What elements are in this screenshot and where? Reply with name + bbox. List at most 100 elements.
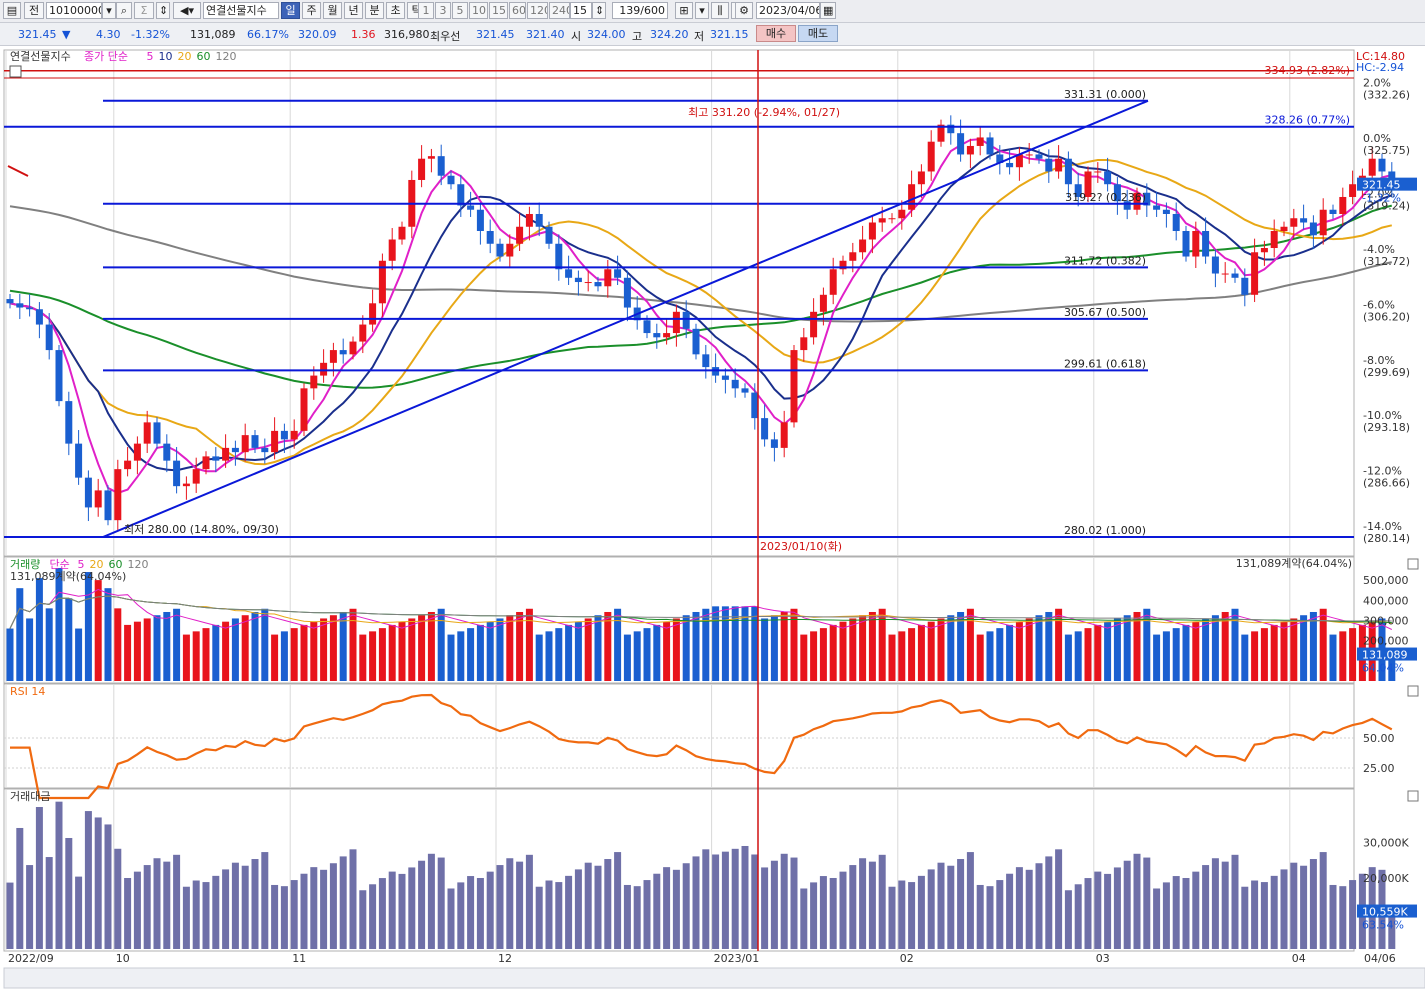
interval-button-10[interactable]: 10 <box>469 2 488 19</box>
interval-button-240[interactable]: 240 <box>549 2 570 19</box>
price-axis-pct: 0.0% <box>1363 132 1391 145</box>
down-arrow-icon: ▼ <box>62 28 71 41</box>
crosshair-date: 2023/01/10(화) <box>760 540 842 553</box>
date-field[interactable]: 2023/04/06 <box>756 2 820 19</box>
x-axis-label: 03 <box>1096 952 1110 965</box>
candle <box>261 438 269 464</box>
spin-icon[interactable]: ⇕ <box>156 2 170 19</box>
candle <box>702 344 710 379</box>
volume-bar <box>486 621 494 681</box>
interval-input[interactable]: 15 <box>570 2 592 19</box>
candle <box>418 145 426 188</box>
buy-button[interactable]: 매수 <box>756 25 796 42</box>
volume-legend-type: 단순 <box>50 558 70 571</box>
code-prefix-button[interactable]: 전 <box>24 2 44 19</box>
volume-current-right: 131,089계약(64.04%) <box>1236 556 1352 570</box>
amount-legend: 거래대금 <box>10 790 50 803</box>
grid-tool-icon[interactable]: ⊞ <box>675 2 693 19</box>
panel-expand-icon[interactable] <box>1407 790 1419 802</box>
volume-bar <box>418 615 426 681</box>
volume-bar <box>310 621 318 681</box>
period-tab-4[interactable]: 분 <box>365 2 384 19</box>
volume-bar <box>810 631 818 681</box>
volume-bar <box>261 608 269 681</box>
amount-bar <box>1035 863 1043 949</box>
volume-bar <box>202 628 210 681</box>
chart-split-icon[interactable]: ⫼ <box>711 2 729 19</box>
chevron-down-icon[interactable]: ▾ <box>102 2 116 19</box>
volume-bar <box>1104 621 1112 681</box>
sell-button[interactable]: 매도 <box>798 25 838 42</box>
count-field[interactable]: 139/600 <box>612 2 668 19</box>
x-axis-label: 2022/09 <box>8 952 54 965</box>
volume-bar <box>1045 611 1053 681</box>
volume-bar <box>1074 631 1082 681</box>
interval-button-3[interactable]: 3 <box>435 2 451 19</box>
interval-button-15[interactable]: 15 <box>489 2 508 19</box>
volume-bar <box>75 628 83 681</box>
amount-bar <box>672 869 680 949</box>
amount-bar <box>427 853 435 949</box>
candle <box>731 368 739 398</box>
interval-button-60[interactable]: 60 <box>509 2 526 19</box>
amount-bar <box>712 854 720 949</box>
volume-bar <box>633 631 641 681</box>
panel-menu-icon[interactable] <box>9 65 22 78</box>
volume-bar <box>388 624 396 681</box>
calc-icon[interactable]: Σ <box>134 2 154 19</box>
amount-bar <box>1231 854 1239 949</box>
amount-bar <box>555 882 563 949</box>
layout-icon[interactable]: ▤ <box>3 2 21 19</box>
amount-bar <box>124 877 132 949</box>
volume-bar <box>1153 634 1161 681</box>
volume-bar <box>1300 615 1308 681</box>
speaker-icon[interactable]: ◀▾ <box>173 2 201 19</box>
code-input[interactable]: 10100000 <box>46 2 102 19</box>
fib-label: 311.72 (0.382) <box>1064 254 1146 267</box>
amount-bar <box>908 882 916 949</box>
amount-bar <box>849 865 857 949</box>
candle <box>26 293 34 317</box>
rsi-panel[interactable] <box>3 683 1355 789</box>
fib-label: 331.31 (0.000) <box>1064 88 1146 101</box>
amount-bar <box>917 875 925 949</box>
amount-bar <box>26 865 34 949</box>
amount-bar <box>202 882 210 949</box>
bottom-scrollbar[interactable] <box>3 967 1425 989</box>
volume-tag-pct: 64.04% <box>1362 662 1404 675</box>
candle <box>1290 208 1298 239</box>
volume-bar <box>623 634 631 681</box>
tool-chevron-icon[interactable]: ▾ <box>695 2 709 19</box>
volume-bar <box>731 606 739 681</box>
panel-expand-icon[interactable] <box>1407 558 1419 570</box>
interval-spin-icon[interactable]: ⇕ <box>592 2 606 19</box>
amount-bar <box>1045 856 1053 949</box>
calendar-icon[interactable]: ▦ <box>820 2 836 19</box>
search-icon[interactable]: ⌕ <box>116 2 132 19</box>
best-label: 최우선 <box>430 30 461 43</box>
candle <box>1074 172 1082 207</box>
volume-bar <box>712 606 720 681</box>
period-tab-2[interactable]: 월 <box>323 2 342 19</box>
trend-line[interactable] <box>102 99 1149 538</box>
amount-bar <box>829 877 837 949</box>
period-tab-5[interactable]: 초 <box>386 2 405 19</box>
panel-expand-icon[interactable] <box>1407 685 1419 697</box>
candle <box>114 459 122 532</box>
candle <box>153 417 161 449</box>
gear-icon[interactable]: ⚙ <box>735 2 753 19</box>
interval-button-1[interactable]: 1 <box>418 2 434 19</box>
period-tab-3[interactable]: 년 <box>344 2 363 19</box>
period-tab-0[interactable]: 일 <box>281 2 300 19</box>
candle <box>1113 176 1121 215</box>
period-tab-1[interactable]: 주 <box>302 2 321 19</box>
amount-bar <box>329 863 337 949</box>
volume-bar <box>790 608 798 681</box>
volume-legend-ma-60: 60 <box>109 558 123 571</box>
interval-button-120[interactable]: 120 <box>527 2 548 19</box>
amount-bar <box>378 878 386 949</box>
candle <box>427 148 435 173</box>
candle <box>241 423 249 462</box>
interval-button-5[interactable]: 5 <box>452 2 468 19</box>
chart-area[interactable]: 331.31 (0.000) 319.2? (0.236) 311.72 (0.38… <box>0 46 1425 990</box>
